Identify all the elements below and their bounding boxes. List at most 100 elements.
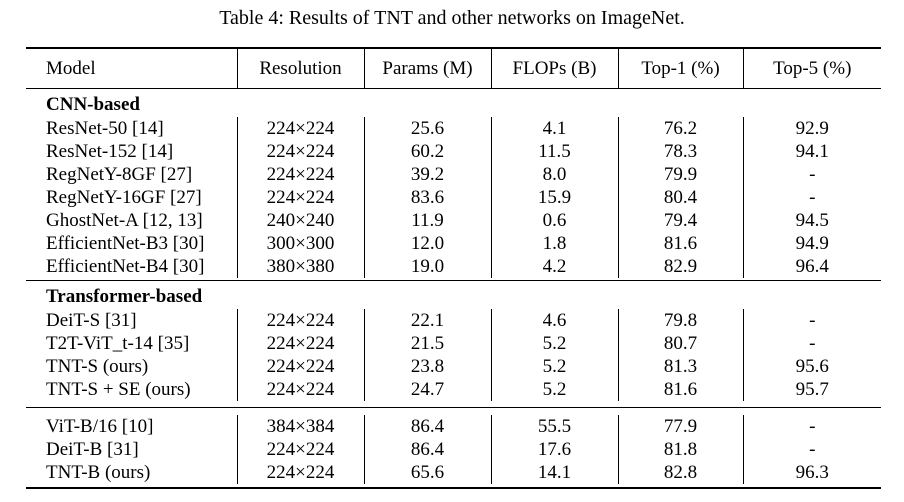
cell-params: 86.4 (363, 415, 491, 438)
table-row: TNT-B (ours) 224×224 65.6 14.1 82.8 96.3 (26, 461, 881, 484)
group-base: ViT-B/16 [10] 384×384 86.4 55.5 77.9 - D… (26, 415, 881, 484)
cell-top1: 79.9 (617, 163, 743, 186)
header-params: Params (M) (363, 49, 491, 88)
cell-flops: 4.2 (490, 255, 618, 278)
cell-top5: 95.6 (742, 355, 881, 378)
table-row: RegNetY-8GF [27] 224×224 39.2 8.0 79.9 - (26, 163, 881, 186)
section-title: CNN-based (46, 94, 140, 115)
cell-resolution: 224×224 (236, 378, 364, 401)
cell-top1: 81.6 (617, 232, 743, 255)
table-row: DeiT-S [31] 224×224 22.1 4.6 79.8 - (26, 309, 881, 332)
cell-top5: - (742, 186, 881, 209)
cell-top1: 80.4 (617, 186, 743, 209)
cell-top5: 96.3 (742, 461, 881, 484)
cell-flops: 8.0 (490, 163, 618, 186)
table-row: EfficientNet-B4 [30] 380×380 19.0 4.2 82… (26, 255, 881, 278)
cell-top1: 79.4 (617, 209, 743, 232)
header-model: Model (46, 58, 96, 79)
header-rule (26, 88, 881, 89)
cell-params: 60.2 (363, 140, 491, 163)
cell-model: ResNet-152 [14] (46, 141, 174, 162)
cell-model: EfficientNet-B3 [30] (46, 233, 205, 254)
cell-flops: 11.5 (490, 140, 618, 163)
cell-model: GhostNet-A [12, 13] (46, 210, 203, 231)
cell-params: 39.2 (363, 163, 491, 186)
cell-model: DeiT-B [31] (46, 439, 139, 460)
table-row: ResNet-152 [14] 224×224 60.2 11.5 78.3 9… (26, 140, 881, 163)
cell-params: 24.7 (363, 378, 491, 401)
cell-flops: 4.1 (490, 117, 618, 140)
header-resolution: Resolution (236, 49, 364, 88)
table-header: Model Resolution Params (M) FLOPs (B) To… (26, 49, 881, 88)
cell-model: TNT-S + SE (ours) (46, 379, 191, 400)
table-row: T2T-ViT_t-14 [35] 224×224 21.5 5.2 80.7 … (26, 332, 881, 355)
cell-resolution: 224×224 (236, 461, 364, 484)
cell-top5: - (742, 163, 881, 186)
header-top5: Top-5 (%) (742, 49, 881, 88)
cell-top5: - (742, 415, 881, 438)
cell-resolution: 224×224 (236, 355, 364, 378)
cell-model: TNT-B (ours) (46, 462, 151, 483)
cell-params: 19.0 (363, 255, 491, 278)
header-row: Model Resolution Params (M) FLOPs (B) To… (26, 49, 881, 88)
cell-params: 12.0 (363, 232, 491, 255)
section-title-row: CNN-based (26, 93, 881, 117)
cell-top1: 82.8 (617, 461, 743, 484)
cell-top1: 81.8 (617, 438, 743, 461)
cell-model: DeiT-S [31] (46, 310, 137, 331)
cell-top1: 78.3 (617, 140, 743, 163)
cell-flops: 55.5 (490, 415, 618, 438)
cell-top5: 94.9 (742, 232, 881, 255)
cell-resolution: 224×224 (236, 163, 364, 186)
results-table: Model Resolution Params (M) FLOPs (B) To… (26, 49, 881, 88)
cell-top1: 76.2 (617, 117, 743, 140)
table-row: EfficientNet-B3 [30] 300×300 12.0 1.8 81… (26, 232, 881, 255)
section-title: Transformer-based (46, 286, 203, 307)
cell-flops: 0.6 (490, 209, 618, 232)
section-rule (26, 280, 881, 281)
cell-resolution: 224×224 (236, 117, 364, 140)
cell-model: TNT-S (ours) (46, 356, 149, 377)
section-rule (26, 407, 881, 408)
cell-params: 23.8 (363, 355, 491, 378)
cell-resolution: 224×224 (236, 186, 364, 209)
cell-model: T2T-ViT_t-14 [35] (46, 333, 190, 354)
bottom-rule (26, 487, 881, 489)
cell-flops: 15.9 (490, 186, 618, 209)
table-row: RegNetY-16GF [27] 224×224 83.6 15.9 80.4… (26, 186, 881, 209)
cell-top5: - (742, 309, 881, 332)
group-cnn: CNN-based ResNet-50 [14] 224×224 25.6 4.… (26, 93, 881, 278)
cell-top5: - (742, 332, 881, 355)
header-flops: FLOPs (B) (490, 49, 618, 88)
cell-resolution: 380×380 (236, 255, 364, 278)
table-row: GhostNet-A [12, 13] 240×240 11.9 0.6 79.… (26, 209, 881, 232)
cell-resolution: 224×224 (236, 332, 364, 355)
table-row: TNT-S + SE (ours) 224×224 24.7 5.2 81.6 … (26, 378, 881, 401)
cell-top1: 77.9 (617, 415, 743, 438)
cell-top5: - (742, 438, 881, 461)
group-transformer: Transformer-based DeiT-S [31] 224×224 22… (26, 285, 881, 401)
cell-top5: 95.7 (742, 378, 881, 401)
table-row: ViT-B/16 [10] 384×384 86.4 55.5 77.9 - (26, 415, 881, 438)
cell-model: RegNetY-16GF [27] (46, 187, 202, 208)
cell-top1: 81.6 (617, 378, 743, 401)
cell-top5: 92.9 (742, 117, 881, 140)
cell-params: 21.5 (363, 332, 491, 355)
cell-params: 65.6 (363, 461, 491, 484)
cell-flops: 1.8 (490, 232, 618, 255)
cell-resolution: 240×240 (236, 209, 364, 232)
cell-params: 22.1 (363, 309, 491, 332)
cell-model: RegNetY-8GF [27] (46, 164, 193, 185)
cell-resolution: 224×224 (236, 438, 364, 461)
cell-top1: 80.7 (617, 332, 743, 355)
cell-top5: 94.1 (742, 140, 881, 163)
table-caption: Table 4: Results of TNT and other networ… (219, 7, 685, 29)
table-row: ResNet-50 [14] 224×224 25.6 4.1 76.2 92.… (26, 117, 881, 140)
top-rule (26, 47, 881, 49)
cell-top5: 94.5 (742, 209, 881, 232)
cell-params: 83.6 (363, 186, 491, 209)
cell-resolution: 224×224 (236, 140, 364, 163)
cell-top1: 79.8 (617, 309, 743, 332)
header-top1: Top-1 (%) (617, 49, 743, 88)
table-row: DeiT-B [31] 224×224 86.4 17.6 81.8 - (26, 438, 881, 461)
